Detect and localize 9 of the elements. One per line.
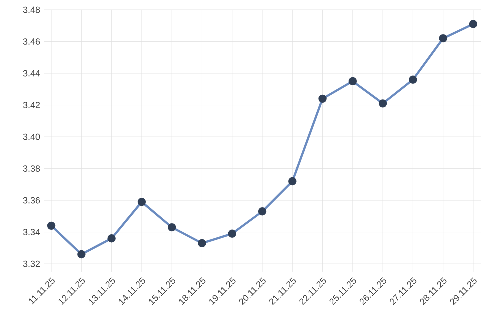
y-tick-label: 3.48 bbox=[23, 6, 40, 14]
y-tick-label: 3.36 bbox=[23, 197, 40, 204]
y-tick-label: 3.40 bbox=[23, 134, 40, 140]
y-tick-label: 3.44 bbox=[23, 70, 40, 77]
y-tick-label: 3.42 bbox=[23, 102, 40, 108]
y-tick-label: 3.38 bbox=[23, 166, 40, 172]
y-tick-label: 3.46 bbox=[23, 38, 40, 45]
y-tick-label: 3.34 bbox=[23, 229, 40, 236]
y-tick-label: 3.32 bbox=[23, 260, 40, 268]
